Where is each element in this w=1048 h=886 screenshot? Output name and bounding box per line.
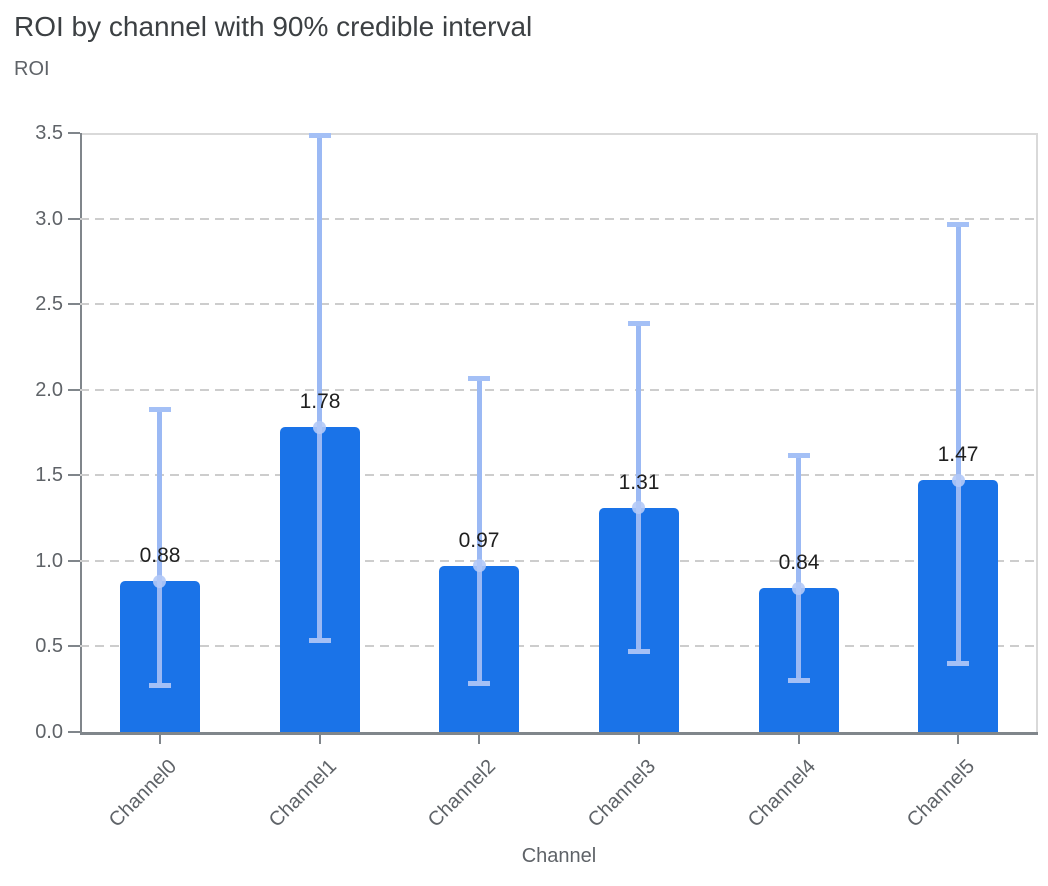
error-bar-cap-lower xyxy=(309,638,331,643)
y-axis-tick xyxy=(68,389,80,391)
x-axis-title: Channel xyxy=(521,845,597,867)
error-bar-cap-upper xyxy=(947,222,969,227)
x-axis-line xyxy=(80,732,1038,735)
x-axis-tick xyxy=(478,735,480,744)
y-axis-tick xyxy=(68,218,80,220)
x-axis-tick xyxy=(159,735,161,744)
y-axis-tick-label: 2.5 xyxy=(35,293,63,315)
error-bar-cap-upper xyxy=(628,321,650,326)
y-axis-tick-label: 0.5 xyxy=(35,635,63,657)
y-axis-title: ROI xyxy=(14,58,50,80)
y-axis-tick-label: 3.0 xyxy=(35,208,63,230)
error-bar-mean-marker xyxy=(952,474,965,487)
error-bar-line xyxy=(157,409,162,686)
y-axis-tick-label: 1.0 xyxy=(35,550,63,572)
error-bar-cap-lower xyxy=(628,649,650,654)
y-axis-tick-label: 3.5 xyxy=(35,122,63,144)
error-bar-cap-lower xyxy=(947,661,969,666)
error-bar-mean-marker xyxy=(792,582,805,595)
error-bar-cap-upper xyxy=(788,453,810,458)
plot-area: 0.0 0.5 1.0 1.5 2.0 2.5 3.0 3.5 0.88 Channel0 1.78… xyxy=(35,122,1038,832)
bar-value-label: 0.84 xyxy=(778,551,820,574)
y-axis-tick xyxy=(68,645,80,647)
error-bar-cap-upper xyxy=(468,376,490,381)
gridline xyxy=(80,560,1038,562)
chart-title: ROI by channel with 90% credible interva… xyxy=(14,11,533,42)
error-bar-cap-lower xyxy=(468,681,490,686)
error-bar-cap-lower xyxy=(788,678,810,683)
x-axis-tick xyxy=(798,735,800,744)
plot-top-border xyxy=(80,133,1038,135)
error-bar-mean-marker xyxy=(313,421,326,434)
y-axis-tick-label: 1.5 xyxy=(35,464,63,486)
error-bar-line xyxy=(477,378,482,684)
y-axis-line xyxy=(80,133,82,732)
bar-value-label: 1.47 xyxy=(937,443,979,466)
plot-right-border xyxy=(1036,133,1038,732)
gridline xyxy=(80,218,1038,220)
gridline xyxy=(80,474,1038,476)
error-bar-mean-marker xyxy=(153,575,166,588)
gridline xyxy=(80,645,1038,647)
gridline xyxy=(80,303,1038,305)
bar-value-label: 1.78 xyxy=(299,390,341,413)
error-bar-cap-lower xyxy=(149,683,171,688)
bar-value-label: 0.88 xyxy=(139,544,181,567)
x-axis-tick xyxy=(319,735,321,744)
x-axis-tick xyxy=(957,735,959,744)
y-axis-tick xyxy=(68,560,80,562)
error-bar-cap-upper xyxy=(149,407,171,412)
gridline xyxy=(80,389,1038,391)
error-bar-mean-marker xyxy=(632,501,645,514)
error-bar-mean-marker xyxy=(473,559,486,572)
x-axis-tick xyxy=(638,735,640,744)
error-bar-line xyxy=(956,224,961,664)
y-axis-tick-label: 0.0 xyxy=(35,721,63,743)
error-bar-line xyxy=(796,455,801,681)
error-bar-line xyxy=(317,135,322,642)
y-axis-tick xyxy=(68,132,80,134)
error-bar-cap-upper xyxy=(309,133,331,138)
error-bar-line xyxy=(636,323,641,652)
y-axis-tick xyxy=(68,731,80,733)
y-axis-tick-label: 2.0 xyxy=(35,379,63,401)
y-axis-tick xyxy=(68,474,80,476)
bar-value-label: 1.31 xyxy=(618,471,660,494)
bar-value-label: 0.97 xyxy=(458,529,500,552)
y-axis-tick xyxy=(68,303,80,305)
